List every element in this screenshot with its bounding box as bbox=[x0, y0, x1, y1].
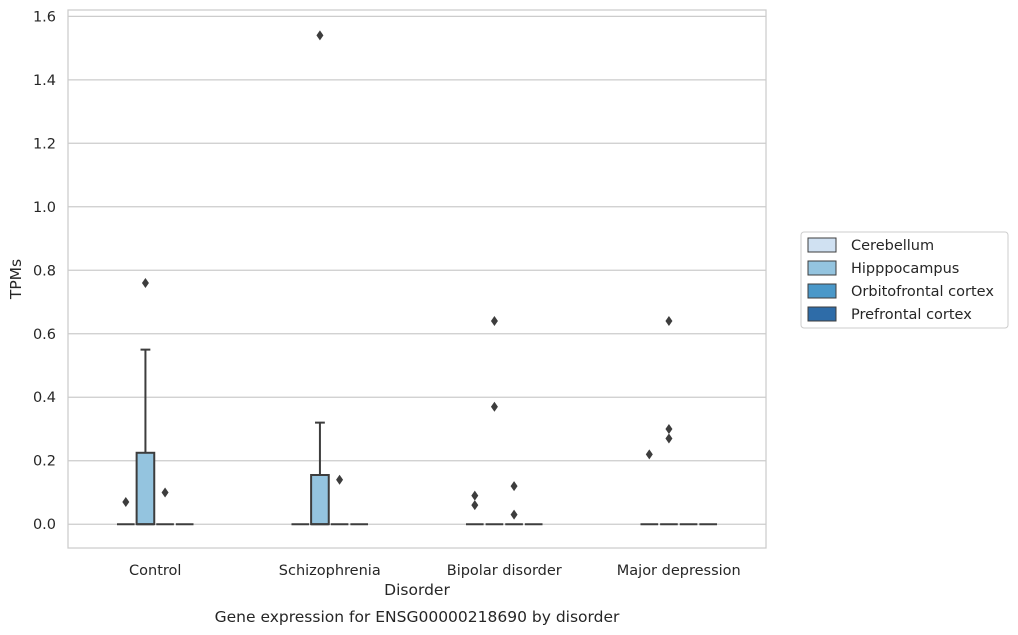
outlier-point bbox=[665, 433, 673, 444]
outlier-point bbox=[471, 490, 479, 501]
outlier-point bbox=[490, 401, 498, 412]
legend-swatch bbox=[807, 260, 837, 276]
outlier-point bbox=[122, 496, 130, 507]
legend-label: Hipppocampus bbox=[851, 261, 959, 277]
y-tick-label: 1.6 bbox=[33, 9, 56, 25]
y-axis-label: TPMs bbox=[7, 259, 25, 300]
x-tick-labels: Control Schizophrenia Bipolar disorder Majo… bbox=[129, 563, 741, 579]
legend-label: Orbitofrontal cortex bbox=[851, 284, 994, 300]
legend-items: Cerebellum Hipppocampus Orbitofrontal cort… bbox=[807, 237, 994, 323]
box-cerebellum bbox=[116, 496, 135, 526]
chart-title: Gene expression for ENSG00000218690 by d… bbox=[215, 608, 620, 626]
legend-label: Cerebellum bbox=[851, 238, 934, 254]
y-tick-label: 0.8 bbox=[33, 263, 56, 279]
outlier-point bbox=[510, 509, 518, 520]
box-hipppocampus bbox=[310, 30, 330, 526]
box-cerebellum bbox=[465, 490, 484, 526]
outlier-point bbox=[665, 316, 673, 327]
box-body bbox=[135, 451, 156, 526]
x-tick-label: Schizophrenia bbox=[279, 563, 381, 579]
box-body bbox=[310, 473, 330, 526]
outlier-point bbox=[161, 487, 169, 498]
plot-area-frame bbox=[67, 9, 767, 549]
box-hipppocampus bbox=[135, 277, 156, 526]
box-hipppocampus bbox=[485, 316, 504, 526]
box-hipppocampus bbox=[660, 316, 678, 526]
legend: Cerebellum Hipppocampus Orbitofrontal cort… bbox=[800, 231, 1009, 329]
box-cerebellum bbox=[640, 449, 659, 526]
grid-lines bbox=[68, 15, 766, 525]
legend-label: Prefrontal cortex bbox=[851, 307, 972, 323]
y-tick-label: 1.2 bbox=[33, 136, 56, 152]
legend-frame bbox=[800, 231, 1009, 329]
box-orbitofrontal-cortex bbox=[505, 481, 523, 526]
y-tick-label: 0.0 bbox=[33, 517, 56, 533]
outlier-point bbox=[490, 316, 498, 327]
legend-swatch bbox=[807, 237, 837, 253]
box-series bbox=[116, 30, 718, 526]
outlier-point bbox=[510, 481, 518, 492]
outlier-point bbox=[471, 500, 479, 511]
outlier-point bbox=[336, 474, 344, 485]
box-orbitofrontal-cortex bbox=[156, 487, 174, 526]
y-tick-label: 0.6 bbox=[33, 327, 56, 343]
legend-swatch bbox=[807, 283, 837, 299]
y-tick-label: 0.4 bbox=[33, 390, 56, 406]
y-tick-label: 0.2 bbox=[33, 454, 56, 470]
outlier-point bbox=[665, 423, 673, 434]
y-tick-label: 1.4 bbox=[33, 73, 56, 89]
outlier-point bbox=[141, 277, 149, 288]
box-orbitofrontal-cortex bbox=[330, 474, 349, 526]
y-tick-labels: 0.0 0.2 0.4 0.6 0.8 1.0 1.2 1.4 1.6 bbox=[33, 9, 56, 533]
x-tick-label: Control bbox=[129, 563, 181, 579]
outlier-point bbox=[316, 30, 324, 41]
x-axis-label: Disorder bbox=[384, 581, 450, 599]
x-tick-label: Bipolar disorder bbox=[447, 563, 562, 579]
outlier-point bbox=[645, 449, 653, 460]
legend-swatch bbox=[807, 306, 837, 322]
y-tick-label: 1.0 bbox=[33, 200, 56, 216]
x-tick-label: Major depression bbox=[617, 563, 741, 579]
